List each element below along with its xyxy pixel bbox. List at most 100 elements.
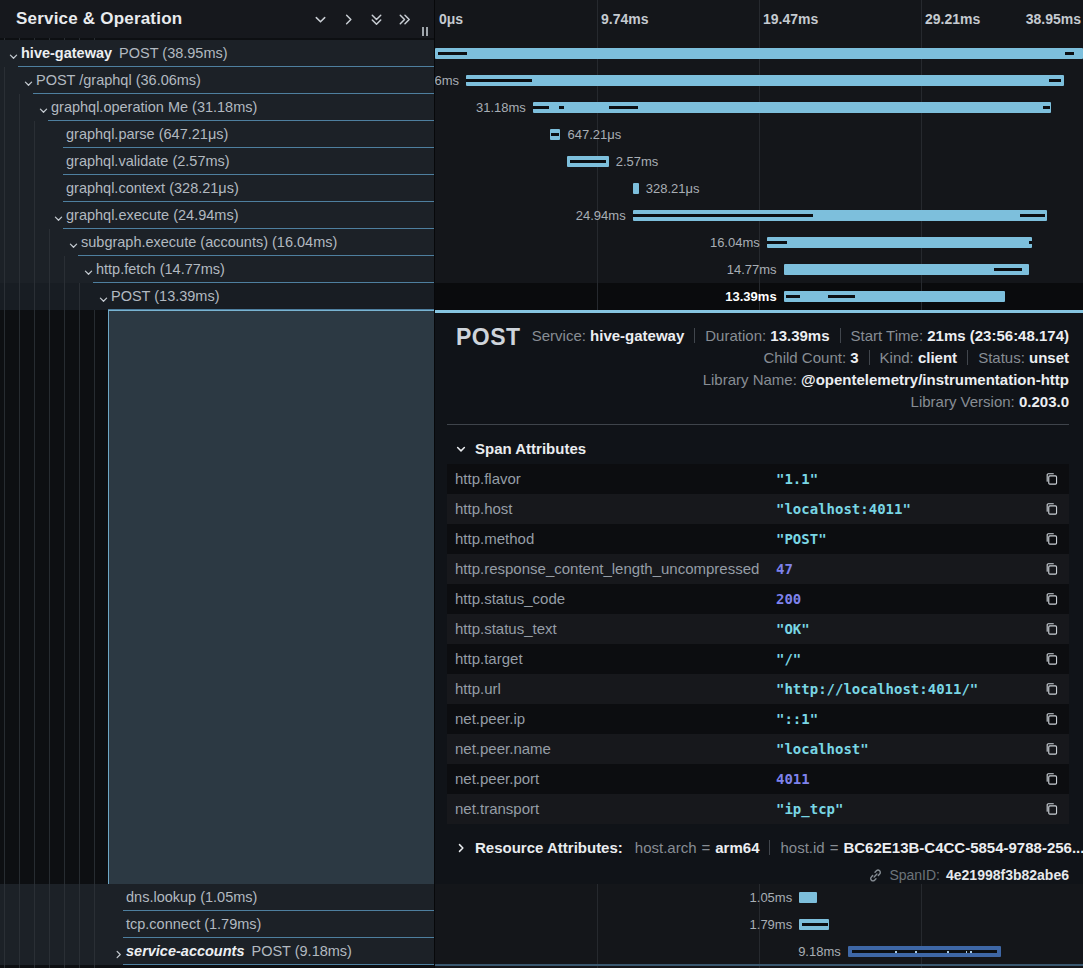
attribute-row: http.flavor"1.1" xyxy=(447,464,1069,494)
span-duration-bar[interactable] xyxy=(466,75,1063,86)
span-duration-bar[interactable] xyxy=(633,210,1047,221)
timeline-row[interactable]: 16.04ms xyxy=(435,229,1083,256)
indent-guide xyxy=(19,175,20,202)
span-row-label: graphql.validate (2.57ms) xyxy=(66,148,230,175)
copy-icon[interactable] xyxy=(1045,802,1059,816)
chevron-down-icon[interactable] xyxy=(98,291,109,302)
chevron-down-icon[interactable] xyxy=(83,264,94,275)
copy-icon[interactable] xyxy=(1045,532,1059,546)
timeline-row[interactable]: 13.39ms xyxy=(435,283,1083,310)
attribute-row: http.method"POST" xyxy=(447,524,1069,554)
timeline-tick-label: 0μs xyxy=(439,11,463,27)
chevron-down-icon[interactable] xyxy=(53,210,64,221)
indent-guide xyxy=(94,884,95,911)
span-duration-bar[interactable] xyxy=(435,48,1083,59)
operation-name: graphql.context (328.21μs) xyxy=(66,180,239,196)
span-duration-bar[interactable] xyxy=(848,946,1001,957)
span-detail-panel: POST Service: hive-gatewayDuration: 13.3… xyxy=(435,310,1083,884)
timeline-row[interactable]: 1.79ms xyxy=(435,911,1083,938)
timeline-row[interactable]: 38.95ms xyxy=(435,40,1083,67)
bar-child-marker xyxy=(852,950,997,953)
pane-resize-handle[interactable] xyxy=(422,27,430,39)
span-duration-bar[interactable] xyxy=(567,156,608,167)
meta-key: Status: xyxy=(978,349,1029,366)
timeline-row[interactable]: 24.94ms xyxy=(435,202,1083,229)
span-duration-bar[interactable] xyxy=(633,183,638,194)
copy-icon[interactable] xyxy=(1045,592,1059,606)
bar-child-marker xyxy=(786,295,800,298)
attribute-row: http.status_text"OK" xyxy=(447,614,1069,644)
span-row[interactable]: graphql.execute (24.94ms) xyxy=(0,202,434,229)
bar-duration-label: 14.77ms xyxy=(727,256,777,283)
indent-guide xyxy=(34,121,35,148)
meta-separator xyxy=(769,840,770,855)
attribute-key: net.transport xyxy=(455,794,539,824)
timeline-row[interactable]: 31.18ms xyxy=(435,94,1083,121)
span-duration-bar[interactable] xyxy=(784,291,1005,302)
chevron-down-icon[interactable] xyxy=(38,102,49,113)
indent-guide xyxy=(49,283,50,310)
attribute-key: http.response_content_length_uncompresse… xyxy=(455,554,759,584)
attribute-value: "ip_tcp" xyxy=(776,794,843,824)
span-row[interactable]: service-accountsPOST (9.18ms) xyxy=(0,938,434,965)
chevron-down-icon[interactable] xyxy=(68,237,79,248)
span-duration-bar[interactable] xyxy=(799,919,829,930)
bar-duration-label: 31.18ms xyxy=(476,94,526,121)
span-row[interactable]: subgraph.execute (accounts) (16.04ms) xyxy=(0,229,434,256)
span-row[interactable]: dns.lookup (1.05ms) xyxy=(0,884,434,911)
chevron-down-icon[interactable] xyxy=(8,48,19,59)
span-duration-bar[interactable] xyxy=(533,102,1051,113)
expand-all-icon[interactable] xyxy=(397,12,412,27)
span-row[interactable]: graphql.validate (2.57ms) xyxy=(0,148,434,175)
detail-meta-line: Child Count: 3Kind: clientStatus: unset xyxy=(532,347,1069,369)
attribute-key: net.peer.name xyxy=(455,734,551,764)
span-row[interactable]: POST (13.39ms) xyxy=(0,283,434,310)
span-row[interactable]: graphql.parse (647.21μs) xyxy=(0,121,434,148)
span-duration-bar[interactable] xyxy=(799,892,817,903)
chevron-down-icon[interactable] xyxy=(23,75,34,86)
span-duration-bar[interactable] xyxy=(767,237,1032,248)
attribute-row: http.url"http://localhost:4011/" xyxy=(447,674,1069,704)
expand-one-icon[interactable] xyxy=(341,12,356,27)
indent-guide xyxy=(4,256,5,283)
timeline-row[interactable]: 14.77ms xyxy=(435,256,1083,283)
span-attributes-header[interactable]: Span Attributes xyxy=(455,440,586,457)
timeline-row[interactable]: 647.21μs xyxy=(435,121,1083,148)
indent-guide xyxy=(64,256,65,283)
copy-icon[interactable] xyxy=(1045,622,1059,636)
timeline-row[interactable]: 328.21μs xyxy=(435,175,1083,202)
timeline-row[interactable]: 36.06ms xyxy=(435,67,1083,94)
span-row[interactable]: tcp.connect (1.79ms) xyxy=(0,911,434,938)
copy-icon[interactable] xyxy=(1045,772,1059,786)
timeline-row[interactable]: 1.05ms xyxy=(435,884,1083,911)
span-row[interactable]: hive-gatewayPOST (38.95ms) xyxy=(0,40,434,67)
copy-icon[interactable] xyxy=(1045,652,1059,666)
timeline-row[interactable]: 2.57ms xyxy=(435,148,1083,175)
collapse-one-icon[interactable] xyxy=(313,12,328,27)
span-row[interactable]: graphql.operation Me (31.18ms) xyxy=(0,94,434,121)
span-row-label: graphql.context (328.21μs) xyxy=(66,175,239,202)
meta-separator xyxy=(840,328,841,343)
copy-icon[interactable] xyxy=(1045,562,1059,576)
indent-guide xyxy=(94,938,95,965)
span-row[interactable]: http.fetch (14.77ms) xyxy=(0,256,434,283)
span-row[interactable]: graphql.context (328.21μs) xyxy=(0,175,434,202)
span-duration-bar[interactable] xyxy=(550,129,561,140)
copy-icon[interactable] xyxy=(1045,502,1059,516)
link-icon[interactable] xyxy=(868,867,883,883)
meta-value: @opentelemetry/instrumentation-http xyxy=(801,371,1069,388)
attribute-key: net.peer.port xyxy=(455,764,539,794)
span-duration-bar[interactable] xyxy=(784,264,1029,275)
span-row[interactable]: POST /graphql (36.06ms) xyxy=(0,67,434,94)
collapse-all-icon[interactable] xyxy=(369,12,384,27)
resource-attributes-row[interactable]: Resource Attributes:host.arch=arm64host.… xyxy=(455,839,1083,856)
attribute-row: net.peer.name"localhost" xyxy=(447,734,1069,764)
copy-icon[interactable] xyxy=(1045,472,1059,486)
indent-guide xyxy=(34,884,35,911)
timeline-row[interactable]: 9.18ms xyxy=(435,938,1083,965)
copy-icon[interactable] xyxy=(1045,742,1059,756)
attribute-key: http.target xyxy=(455,644,523,674)
chevron-right-icon[interactable] xyxy=(113,946,124,957)
copy-icon[interactable] xyxy=(1045,712,1059,726)
copy-icon[interactable] xyxy=(1045,682,1059,696)
